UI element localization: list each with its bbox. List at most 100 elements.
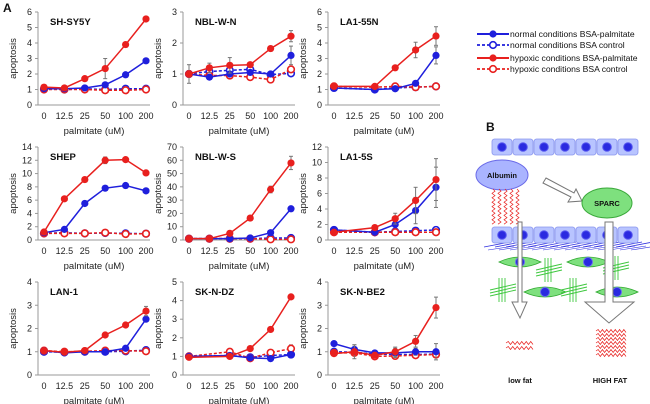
series-line [43, 310, 147, 353]
y-tick-label: 4 [317, 204, 322, 214]
series-normal-conditions-bsa-palmitate [40, 181, 150, 237]
data-point [141, 229, 151, 238]
y-tick-label: 5 [27, 23, 32, 33]
epithelial-cell [533, 226, 555, 244]
chart-panel: 0 1 2 3 4 0 12.5 25 50 100 200 palmitate (uM) apopto… [298, 277, 444, 404]
y-tick-label: 3 [27, 54, 32, 64]
data-point [412, 196, 420, 205]
data-point [286, 344, 296, 353]
fiber [535, 263, 563, 271]
y-axis-label: apoptosis [153, 173, 164, 214]
chart-title: SK-N-DZ [195, 287, 234, 298]
x-tick-label: 12.5 [346, 246, 364, 256]
fatty-acid-chain [505, 340, 534, 346]
chart-panel: 0 1 2 3 4 5 6 0 12.5 25 50 100 200 palmitate (uM) apop… [298, 7, 444, 137]
y-tick-label: 2 [317, 324, 322, 334]
x-axis-label: palmitate (uM) [209, 396, 270, 404]
data-point [432, 303, 440, 312]
legend-entry: normal conditions BSA control [477, 40, 625, 50]
fiber [535, 269, 563, 277]
epithelial-layer-top [491, 138, 639, 156]
y-tick-label: 4 [27, 208, 32, 218]
x-tick-label: 200 [428, 111, 443, 121]
fatty-acid-chain [595, 336, 627, 342]
data-point [101, 81, 109, 89]
series-hypoxic-conditions-bsa-palmitate [185, 155, 295, 243]
x-tick-label: 100 [263, 111, 278, 121]
fiber [630, 246, 650, 251]
epithelial-cell [512, 226, 534, 244]
fatty-acid-chain [515, 188, 520, 225]
fiber [619, 245, 647, 251]
legend-marker [489, 30, 497, 38]
series-line [44, 88, 147, 92]
data-point [141, 347, 151, 356]
collagen-fibers [489, 278, 517, 302]
data-point [101, 348, 109, 356]
x-tick-label: 200 [283, 381, 298, 391]
nucleus [540, 287, 550, 297]
x-tick-label: 100 [408, 111, 423, 121]
y-tick-label: 12 [22, 155, 32, 165]
data-point [246, 234, 254, 242]
data-point [40, 228, 48, 236]
low-fat-lipids [505, 340, 534, 351]
series-hypoxic-conditions-bsa-control [184, 65, 296, 84]
data-point [267, 355, 275, 363]
chart-title: LA1-55N [340, 17, 379, 28]
fatty-acid-chain [595, 344, 627, 350]
fiber [560, 289, 588, 297]
fatty-acid-chain [595, 352, 627, 358]
y-tick-label: 6 [317, 189, 322, 199]
data-point [432, 348, 440, 356]
x-tick-label: 12.5 [56, 111, 74, 121]
y-tick-label: 2 [27, 222, 32, 232]
data-point [101, 156, 109, 164]
data-point [101, 331, 109, 339]
legend-marker [488, 64, 498, 74]
x-tick-label: 12.5 [56, 246, 74, 256]
x-axis-label: palmitate (uM) [64, 261, 125, 272]
fatty-acid-chain [595, 332, 627, 338]
stromal-cell [566, 256, 610, 268]
y-axis-label: apoptosis [8, 308, 19, 349]
data-point [246, 68, 254, 77]
fatty-acid-chain [503, 188, 508, 225]
chart-title: SH-SY5Y [50, 17, 91, 28]
stromal-cell [595, 286, 639, 298]
y-tick-label: 4 [172, 296, 177, 306]
series-hypoxic-conditions-bsa-palmitate [330, 26, 440, 90]
y-tick-label: 10 [312, 158, 322, 168]
fiber [626, 242, 650, 248]
x-tick-label: 25 [225, 111, 235, 121]
y-tick-label: 1 [172, 69, 177, 79]
y-tick-label: 5 [172, 277, 177, 287]
data-point [432, 51, 440, 60]
data-point [81, 84, 89, 92]
series-line [43, 158, 147, 233]
data-point [412, 79, 420, 87]
data-point [391, 85, 399, 93]
fatty-acid-chain [497, 188, 502, 225]
series-normal-conditions-bsa-palmitate [185, 205, 295, 243]
fatty-acid-chain [509, 188, 514, 225]
high-fat-arrow [583, 221, 636, 324]
data-point [205, 73, 213, 81]
data-point [185, 70, 193, 78]
data-point [185, 235, 193, 243]
panel-b-label: B [486, 120, 495, 134]
fatty-acid-chain [491, 188, 496, 225]
x-tick-label: 50 [245, 381, 255, 391]
y-tick-label: 0 [172, 235, 177, 245]
fiber [489, 286, 517, 294]
nucleus [583, 257, 593, 267]
series-hypoxic-conditions-bsa-palmitate [40, 305, 150, 356]
y-axis-label: apoptosis [298, 173, 309, 214]
chart-title: NBL-W-S [195, 152, 236, 163]
x-tick-label: 50 [390, 246, 400, 256]
y-tick-label: 8 [317, 173, 322, 183]
data-point [287, 350, 295, 359]
sparc: SPARC [581, 187, 633, 219]
data-point [246, 61, 254, 69]
data-point [205, 64, 213, 72]
